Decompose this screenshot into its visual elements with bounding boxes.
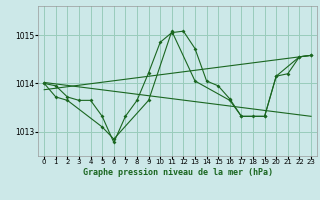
X-axis label: Graphe pression niveau de la mer (hPa): Graphe pression niveau de la mer (hPa): [83, 168, 273, 177]
